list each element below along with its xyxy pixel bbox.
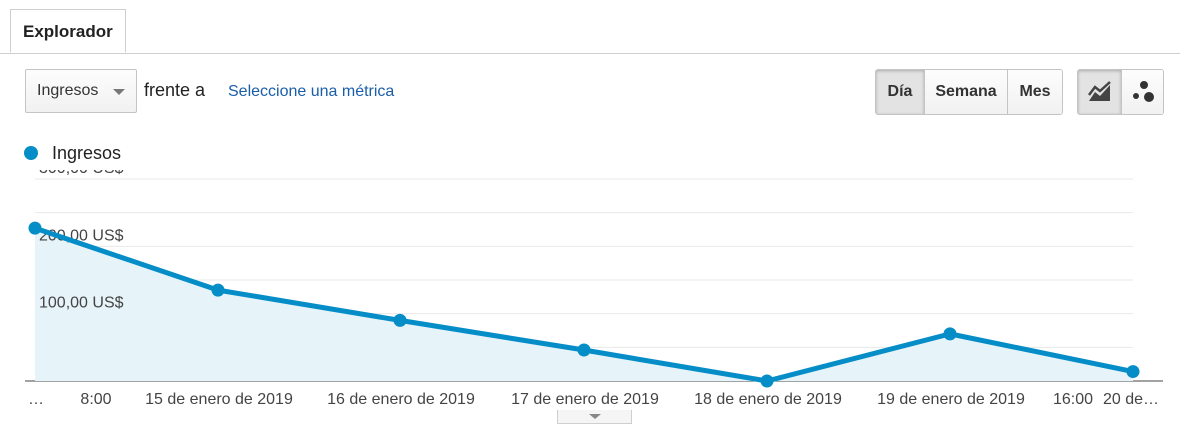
select-metric-link[interactable]: Seleccione una métrica: [228, 83, 395, 100]
chart-type-toggle: [1077, 69, 1164, 115]
x-axis-labels: … 8:00 15 de enero de 2019 16 de enero de 2…: [28, 391, 1159, 408]
y-tick-label: 300,00 US$: [39, 170, 124, 177]
data-point: [943, 327, 957, 341]
data-point: [577, 343, 591, 357]
motion-chart-button[interactable]: [1122, 70, 1163, 114]
chevron-down-icon: [113, 89, 125, 95]
y-tick-label: 100,00 US$: [39, 295, 124, 312]
versus-label: frente a: [144, 80, 206, 100]
metric-dropdown-value: Ingresos: [37, 82, 99, 99]
motion-chart-icon: [1132, 81, 1154, 102]
tab-explorador[interactable]: Explorador: [10, 9, 126, 53]
metric-dropdown[interactable]: Ingresos: [25, 69, 137, 113]
x-tick-label: 16 de enero de 2019: [327, 391, 475, 408]
tab-bar: Explorador: [0, 0, 1180, 54]
period-month-button[interactable]: Mes: [1008, 70, 1062, 114]
data-point: [393, 313, 407, 327]
period-toggle: Día Semana Mes: [875, 69, 1063, 115]
line-chart-icon: [1087, 81, 1111, 101]
period-day-button[interactable]: Día: [876, 70, 925, 114]
y-axis-labels: 300,00 US$ 200,00 US$ 100,00 US$: [39, 170, 124, 312]
x-tick-label: 15 de enero de 2019: [145, 391, 293, 408]
legend-label: Ingresos: [52, 143, 122, 163]
chart-points: [28, 221, 1140, 388]
y-tick-label: 200,00 US$: [39, 227, 124, 244]
x-tick-label: 18 de enero de 2019: [694, 391, 842, 408]
chart-scroll-handle[interactable]: [557, 410, 632, 424]
x-tick-label: 19 de enero de 2019: [877, 391, 1025, 408]
data-point: [1126, 365, 1140, 379]
period-week-button[interactable]: Semana: [925, 70, 1008, 114]
x-tick-label: 8:00: [80, 391, 111, 408]
series-area: [35, 228, 1133, 381]
data-point: [211, 283, 225, 297]
chart-legend: Ingresos: [24, 143, 121, 164]
chevron-down-icon: [589, 414, 601, 419]
chart-area: [35, 228, 1133, 381]
series-dot-icon: [24, 146, 38, 160]
x-tick-label: 20 de…: [1103, 391, 1159, 408]
revenue-chart: 300,00 US$ 200,00 US$ 100,00 US$ … 8:00 15 d…: [25, 170, 1163, 408]
x-tick-label: …: [28, 391, 44, 408]
data-point: [760, 374, 774, 388]
data-point: [28, 221, 42, 235]
x-tick-label: 16:00: [1053, 391, 1093, 408]
x-tick-label: 17 de enero de 2019: [511, 391, 659, 408]
line-chart-button[interactable]: [1078, 70, 1122, 114]
